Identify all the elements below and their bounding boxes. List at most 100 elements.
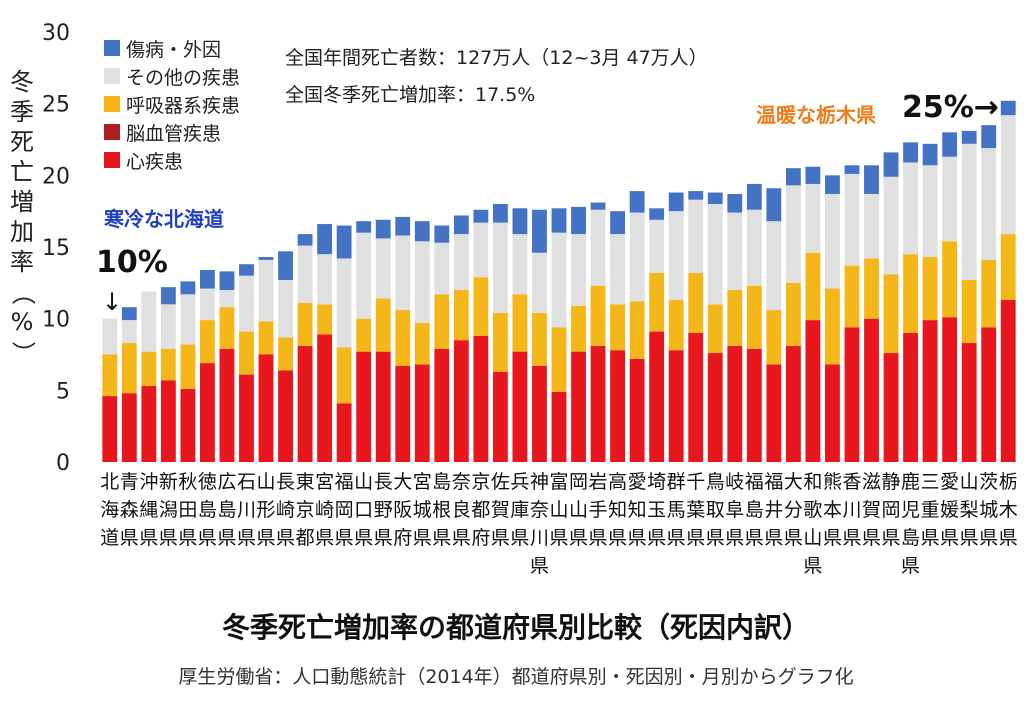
x-tick-char: 福: [335, 471, 354, 493]
x-tick-char: 栃: [999, 471, 1018, 493]
bar-segment: [278, 251, 293, 280]
bar-segment: [903, 254, 918, 333]
legend-item-respiratory: 呼吸器系疾患: [104, 90, 240, 118]
x-tick-label: 奈良県: [452, 471, 471, 549]
x-tick-char: 川: [530, 527, 549, 549]
bar-segment: [864, 165, 879, 194]
x-tick-char: 県: [549, 527, 568, 549]
bar-segment: [278, 337, 293, 371]
bar-segment: [180, 281, 196, 295]
bar-segment: [688, 333, 704, 462]
x-tick-char: 県: [960, 527, 979, 549]
bar-segment: [297, 234, 313, 246]
x-tick-char: 県: [647, 527, 666, 549]
bar-segment: [102, 396, 118, 462]
bar-segment: [649, 208, 665, 220]
bar-segment: [766, 221, 782, 311]
bar-segment: [473, 209, 489, 223]
x-tick-char: 県: [706, 527, 725, 549]
bar-segment: [571, 234, 586, 306]
x-tick-label: 愛知県: [628, 471, 647, 549]
bar-segment: [785, 185, 801, 283]
bar-segment: [512, 294, 528, 352]
bar-segment: [317, 224, 333, 255]
bar-segment: [239, 374, 254, 462]
x-tick-char: 県: [257, 527, 276, 549]
bar-segment: [903, 162, 918, 255]
x-tick-label: 山梨県: [960, 471, 979, 549]
bar-segment: [883, 274, 899, 354]
bar-segment: [102, 318, 118, 355]
legend-label: 呼吸器系疾患: [126, 94, 241, 117]
bar-segment: [434, 225, 450, 243]
bar-segment: [532, 312, 547, 366]
bar-segment: [317, 334, 333, 462]
y-axis-title-char: 死: [10, 128, 34, 156]
x-tick-char: 阜: [725, 499, 744, 521]
x-tick-char: 千: [686, 471, 705, 493]
x-tick-char: 福: [764, 471, 783, 493]
bar-segment: [219, 307, 235, 349]
x-tick-char: 静: [882, 471, 901, 493]
x-tick-char: 鹿: [901, 471, 920, 493]
bar-segment: [102, 354, 118, 397]
bar-segment: [200, 320, 215, 364]
bar-segment: [512, 208, 528, 235]
x-tick-char: 高: [608, 471, 627, 493]
bar-segment: [688, 191, 704, 200]
y-tick-label: 25: [42, 93, 70, 118]
bar-segment: [317, 254, 333, 305]
x-tick-char: 根: [432, 499, 451, 521]
bar-segment: [219, 348, 235, 462]
bar-segment: [492, 204, 508, 223]
x-tick-label: 香川県: [842, 471, 861, 549]
x-tick-label: 群馬県: [667, 471, 686, 549]
bar-segment: [141, 351, 157, 387]
y-tick-label: 30: [42, 21, 70, 46]
bar-segment: [864, 318, 879, 462]
bar-segment: [278, 370, 293, 462]
x-tick-char: 県: [608, 527, 627, 549]
bar-segment: [883, 152, 899, 177]
bar-segment: [610, 350, 626, 462]
bar-segment: [844, 165, 860, 174]
bar-segment: [571, 305, 586, 352]
y-axis-ticks: 0 5 10 15 20 25 30: [42, 21, 70, 476]
legend-label: その他の疾患: [126, 66, 241, 89]
bar-segment: [395, 216, 411, 236]
bar-segment: [356, 318, 372, 352]
bar-segment: [121, 320, 137, 344]
x-tick-char: 田: [178, 499, 197, 521]
x-tick-char: 県: [491, 527, 510, 549]
x-tick-char: 佐: [491, 471, 510, 493]
x-tick-label: 福井県: [764, 471, 783, 549]
x-tick-char: 賀: [862, 499, 881, 521]
y-tick-label: 0: [56, 451, 70, 476]
x-tick-label: 滋賀県: [862, 471, 881, 549]
x-tick-char: 県: [940, 527, 959, 549]
bar-segment: [453, 340, 469, 462]
x-tick-label: 山口県: [354, 471, 373, 549]
bar-segment: [707, 353, 723, 462]
bar-segment: [825, 364, 840, 462]
bar-segment: [278, 279, 293, 338]
x-tick-label: 愛媛県: [940, 471, 959, 549]
x-tick-char: 県: [979, 527, 998, 549]
x-tick-char: 滋: [862, 471, 881, 493]
bar-segment: [766, 188, 782, 222]
bar-segment: [141, 291, 157, 352]
bar-segment: [258, 321, 274, 355]
x-tick-label: 熊本県: [823, 471, 842, 549]
x-tick-char: 庫: [510, 499, 529, 521]
x-tick-label: 石川県: [237, 471, 256, 549]
bar-segment: [746, 285, 762, 349]
x-tick-char: 神: [530, 471, 549, 493]
x-tick-char: 岡: [882, 499, 901, 521]
x-tick-label: 京都府: [471, 471, 490, 549]
x-tick-char: 山: [569, 499, 588, 521]
bar-segment: [668, 192, 684, 212]
x-tick-char: 県: [276, 527, 295, 549]
x-tick-char: 野: [374, 499, 393, 521]
x-tick-char: 群: [667, 471, 686, 493]
bar-segment: [375, 238, 391, 299]
